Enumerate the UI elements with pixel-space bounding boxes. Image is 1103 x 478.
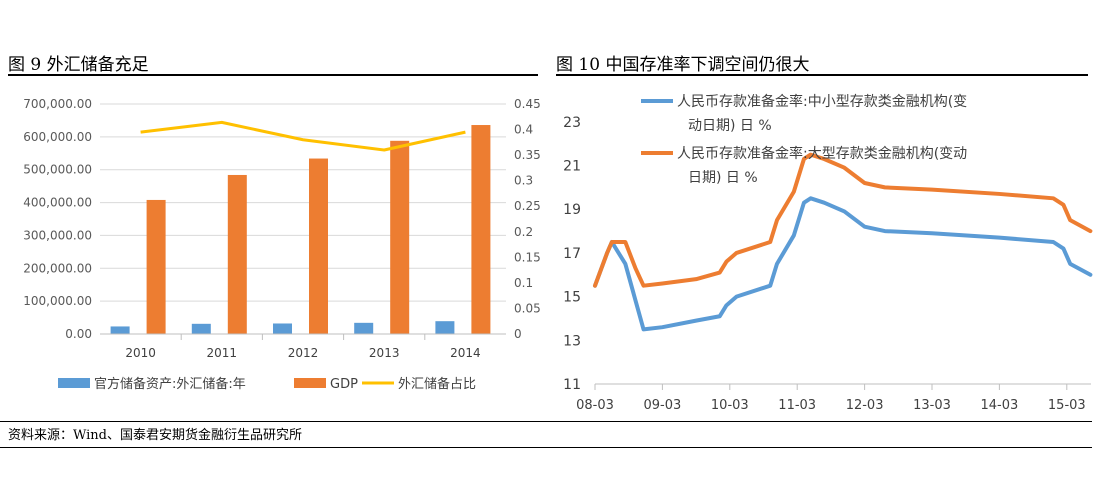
x-axis-tick-label: 14-03 [981,398,1019,413]
right-axis-tick-label: 0.35 [514,148,541,162]
left-axis-tick-label: 400,000.00 [23,196,92,210]
ratio-line [140,120,466,152]
right-axis-tick-label: 0.3 [514,174,533,188]
legend-label: 动日期) 日 % [688,118,772,134]
x-axis-tick-label: 2011 [207,346,238,360]
legend-label: 日期) 日 % [688,170,758,186]
x-axis-tick-label: 12-03 [846,398,884,413]
right-axis-tick-label: 0.2 [514,225,533,239]
y-axis-tick-label: 17 [563,246,581,262]
right-axis-tick-label: 0.25 [514,199,541,213]
y-axis-tick-label: 21 [563,159,581,175]
legend-label: 官方储备资产:外汇储备:年 [94,376,246,392]
gdp-bar [471,125,491,335]
y-axis-tick-label: 15 [563,290,581,306]
x-axis-tick-label: 11-03 [778,398,816,413]
x-axis-tick-label: 15-03 [1048,398,1086,413]
left-title-rule [8,74,538,76]
reserves-bar [273,323,292,334]
x-axis-tick-label: 10-03 [711,398,749,413]
legend-label: GDP [330,377,358,392]
legend-swatch [58,378,90,388]
right-axis-tick-label: 0.05 [514,301,541,315]
x-axis-tick-label: 2014 [450,346,481,360]
x-axis-tick-label: 13-03 [913,398,951,413]
left-axis-tick-label: 300,000.00 [23,228,92,242]
right-chart: 11 13 15 17 19 21 23 08-03 09-03 10-03 11-03 12-03 1… [563,93,1093,413]
left-axis-tick-label: 700,000.00 [23,97,92,111]
left-axis-tick-label: 100,000.00 [23,294,92,308]
gdp-bar [227,174,247,334]
x-axis-tick-label: 2012 [288,346,319,360]
x-axis-tick-label: 2010 [125,346,156,360]
right-axis-tick-label: 0.4 [514,123,533,137]
legend-label: 外汇储备占比 [398,376,476,392]
legend-label: 人民币存款准备金率:大型存款类金融机构(变动 [677,145,967,162]
bottom-rule [0,447,1092,448]
y-axis-tick-label: 13 [563,333,581,349]
right-axis-tick-label: 0.15 [514,250,541,264]
y-axis-tick-label: 23 [563,115,581,131]
gdp-bar [309,158,328,334]
x-axis-tick-label: 09-03 [644,398,682,413]
right-axis-tick-label: 0.45 [514,97,541,111]
reserves-bar [354,322,374,334]
reserves-bar [191,323,211,334]
left-axis-tick-label: 600,000.00 [23,130,92,144]
small-bank-rrr-line [593,196,1093,332]
gdp-bar [390,140,410,334]
right-axis-tick-label: 0 [514,327,522,341]
large-bank-rrr-line [593,152,1093,288]
x-axis-tick-label: 08-03 [576,398,614,413]
left-chart-title: 图 9 外汇储备充足 [8,55,149,75]
y-axis-tick-label: 11 [563,377,581,393]
reserves-bar [435,321,455,334]
left-axis-tick-label: 500,000.00 [23,163,92,177]
reserves-bar [110,326,130,334]
source-note: 资料来源：Wind、国泰君安期货金融衍生品研究所 [8,428,302,443]
legend-swatch [294,378,326,388]
y-axis-tick-label: 19 [563,202,581,218]
right-axis-tick-label: 0.1 [514,276,533,290]
right-chart-title: 图 10 中国存准率下调空间仍很大 [556,55,810,75]
left-axis-tick-label: 200,000.00 [23,261,92,275]
x-axis-tick-label: 2013 [369,346,400,360]
source-rule [0,421,1092,422]
legend-label: 人民币存款准备金率:中小型存款类金融机构(变 [677,93,967,110]
left-axis-tick-label: 0.00 [65,327,92,341]
gdp-bar [146,199,166,334]
right-title-rule [556,74,1088,76]
left-chart: 0.00 100,000.00 200,000.00 300,000.00 400,00… [23,97,541,392]
